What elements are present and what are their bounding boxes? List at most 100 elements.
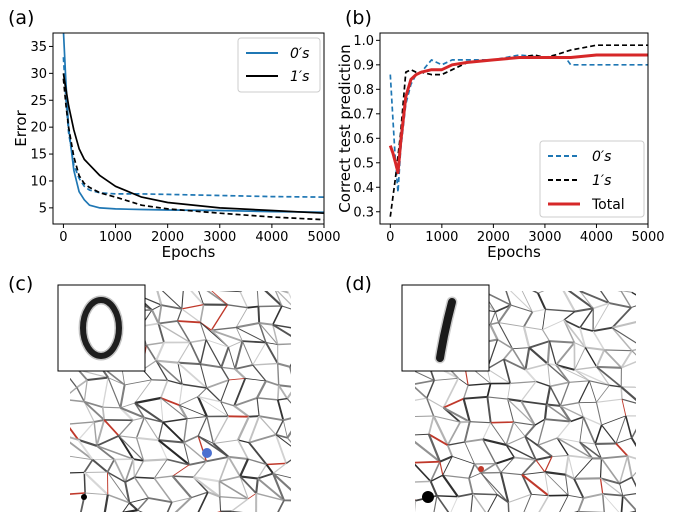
network-edge xyxy=(593,302,610,310)
x-tick-label: 5000 xyxy=(631,230,664,245)
network-edge xyxy=(468,472,482,479)
network-edge xyxy=(257,472,274,480)
y-axis-label: Correct test prediction xyxy=(336,44,354,212)
network-edge xyxy=(134,396,162,405)
network-edge xyxy=(642,387,643,404)
network-edge xyxy=(228,455,249,460)
network-edge xyxy=(265,342,278,345)
network-edge xyxy=(426,397,435,417)
network-edge xyxy=(557,437,580,443)
network-edge xyxy=(183,435,199,444)
network-edge xyxy=(544,471,569,496)
network-edge xyxy=(574,477,601,480)
network-edge xyxy=(228,347,236,370)
network-edge xyxy=(482,438,507,446)
legend-frame xyxy=(539,140,645,218)
network-edge xyxy=(498,322,524,328)
x-tick-label: 1000 xyxy=(425,230,458,245)
network-edge xyxy=(642,321,643,348)
network-edge xyxy=(507,383,511,400)
network-edge xyxy=(189,338,207,344)
network-edge xyxy=(564,455,570,475)
series-line-2 xyxy=(389,44,648,217)
network-edge xyxy=(482,422,492,440)
network-edge xyxy=(183,418,188,443)
network-edge xyxy=(521,474,533,495)
network-edge xyxy=(524,436,537,461)
network-edge xyxy=(582,416,596,445)
network-edge xyxy=(573,458,593,480)
network-edge xyxy=(277,363,280,386)
network-edge xyxy=(457,492,473,498)
network-edge xyxy=(153,477,173,503)
network-edge xyxy=(257,306,261,324)
network-edge xyxy=(503,348,514,360)
network-edge xyxy=(220,401,235,407)
network-edge xyxy=(569,380,590,383)
network-edge xyxy=(446,421,461,446)
network-edge xyxy=(430,474,444,483)
network-edge xyxy=(178,404,188,420)
network-edge xyxy=(95,419,106,447)
network-edge xyxy=(462,398,471,422)
network-edge xyxy=(67,473,68,494)
y-tick-label: 25 xyxy=(30,94,47,109)
network-edge xyxy=(120,402,136,409)
network-edge xyxy=(620,291,632,293)
digit-inset-one xyxy=(401,284,490,372)
network-edge xyxy=(626,455,633,478)
network-edge xyxy=(487,368,511,384)
network-edge xyxy=(617,291,621,292)
network-edge xyxy=(452,456,475,465)
network-edge xyxy=(482,438,497,465)
network-edge xyxy=(167,458,190,466)
network-edge xyxy=(630,437,636,448)
network-edge xyxy=(206,455,229,463)
network-edge xyxy=(565,473,575,480)
network-edge xyxy=(415,433,429,436)
network-edge xyxy=(567,455,575,479)
network-edge xyxy=(171,475,193,499)
network-edge xyxy=(522,471,545,476)
legend-label-2: 1′s xyxy=(592,173,611,189)
network-edge xyxy=(134,402,145,419)
network-edge xyxy=(275,419,284,436)
legend-label-2: 1′s xyxy=(290,69,309,85)
network-edge xyxy=(594,424,603,445)
network-edge xyxy=(157,304,163,324)
chart-b: 0 1000 2000 3000 4000 5000 0.3 0.4 0.5 0.6 0.7 0.8 0… xyxy=(336,32,665,261)
network-edge xyxy=(181,291,184,309)
network-edge xyxy=(256,380,267,399)
network-edge xyxy=(277,362,291,368)
network-edge xyxy=(631,476,636,488)
network-edge xyxy=(609,384,622,388)
network-edge xyxy=(257,477,285,502)
network-edge xyxy=(294,311,298,328)
network-edge xyxy=(158,439,168,460)
network-edge xyxy=(426,397,444,409)
network-edge xyxy=(524,347,531,370)
network-edge xyxy=(596,398,623,403)
network-edge xyxy=(96,445,134,460)
network-edge xyxy=(555,364,590,382)
network-edge xyxy=(189,342,202,365)
network-edge xyxy=(227,304,248,309)
x-axis-label: Epochs xyxy=(487,243,541,261)
network-edge xyxy=(589,380,597,403)
network-edge xyxy=(241,340,254,366)
network-edge xyxy=(546,403,561,407)
series-line-2 xyxy=(62,57,324,198)
network-edge xyxy=(289,363,291,368)
network-edge xyxy=(592,302,610,332)
network-edge xyxy=(579,441,602,460)
network-edge xyxy=(221,366,236,370)
network-edge xyxy=(578,402,584,418)
network-edge xyxy=(537,291,545,294)
network-edge xyxy=(102,377,109,408)
network-edge xyxy=(277,343,291,346)
network-edge xyxy=(275,434,288,464)
network-edge xyxy=(521,400,547,406)
network-edge xyxy=(257,464,268,479)
network-edge xyxy=(547,362,557,366)
network-edge xyxy=(637,493,640,511)
